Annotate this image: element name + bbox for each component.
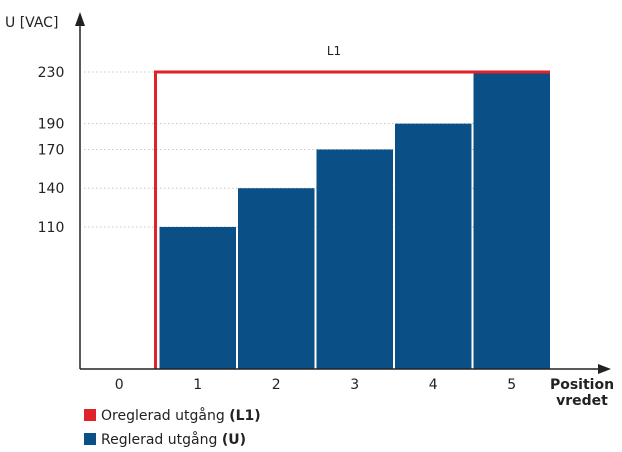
bar-2 — [238, 188, 315, 369]
legend-item-u: Reglerad utgång (U) — [84, 432, 246, 448]
legend-bold-u: (U) — [221, 432, 246, 448]
y-tick-label: 140 — [38, 181, 65, 197]
legend-swatch-u — [84, 433, 96, 445]
x-tick-label: 0 — [115, 377, 124, 393]
legend-text-u: Reglerad utgång — [101, 432, 222, 448]
bar-1 — [159, 226, 236, 369]
x-tick-label: 4 — [429, 377, 438, 393]
x-tick-label: 3 — [350, 377, 359, 393]
x-axis-label-line1: Position — [550, 377, 614, 393]
bar-5 — [473, 72, 550, 369]
x-tick-label: 1 — [193, 377, 202, 393]
bar-4 — [395, 123, 472, 369]
y-tick-label: 190 — [38, 117, 65, 133]
legend-item-l1: Oreglerad utgång (L1) — [84, 408, 261, 424]
legend-text-l1: Oreglerad utgång — [101, 408, 230, 424]
y-tick-label: 230 — [38, 65, 65, 81]
x-axis-label-line2: vredet — [556, 393, 608, 405]
l1-line — [154, 70, 550, 369]
y-tick-label: 110 — [38, 220, 65, 236]
x-tick-label: 5 — [507, 377, 516, 393]
bar-3 — [316, 149, 393, 369]
chart: 110 140 170 190 230 L1 U [VAC] 0 1 2 3 4 5 Positionvr… — [5, 12, 614, 405]
legend-swatch-l1 — [84, 409, 96, 421]
y-axis-arrow — [75, 12, 85, 26]
x-axis-arrow — [598, 364, 611, 374]
y-axis-label: U [VAC] — [5, 15, 58, 31]
x-tick-label: 2 — [272, 377, 281, 393]
y-tick-label: 170 — [38, 142, 65, 158]
l1-annotation: L1 — [327, 44, 341, 58]
legend-bold-l1: (L1) — [229, 408, 261, 424]
